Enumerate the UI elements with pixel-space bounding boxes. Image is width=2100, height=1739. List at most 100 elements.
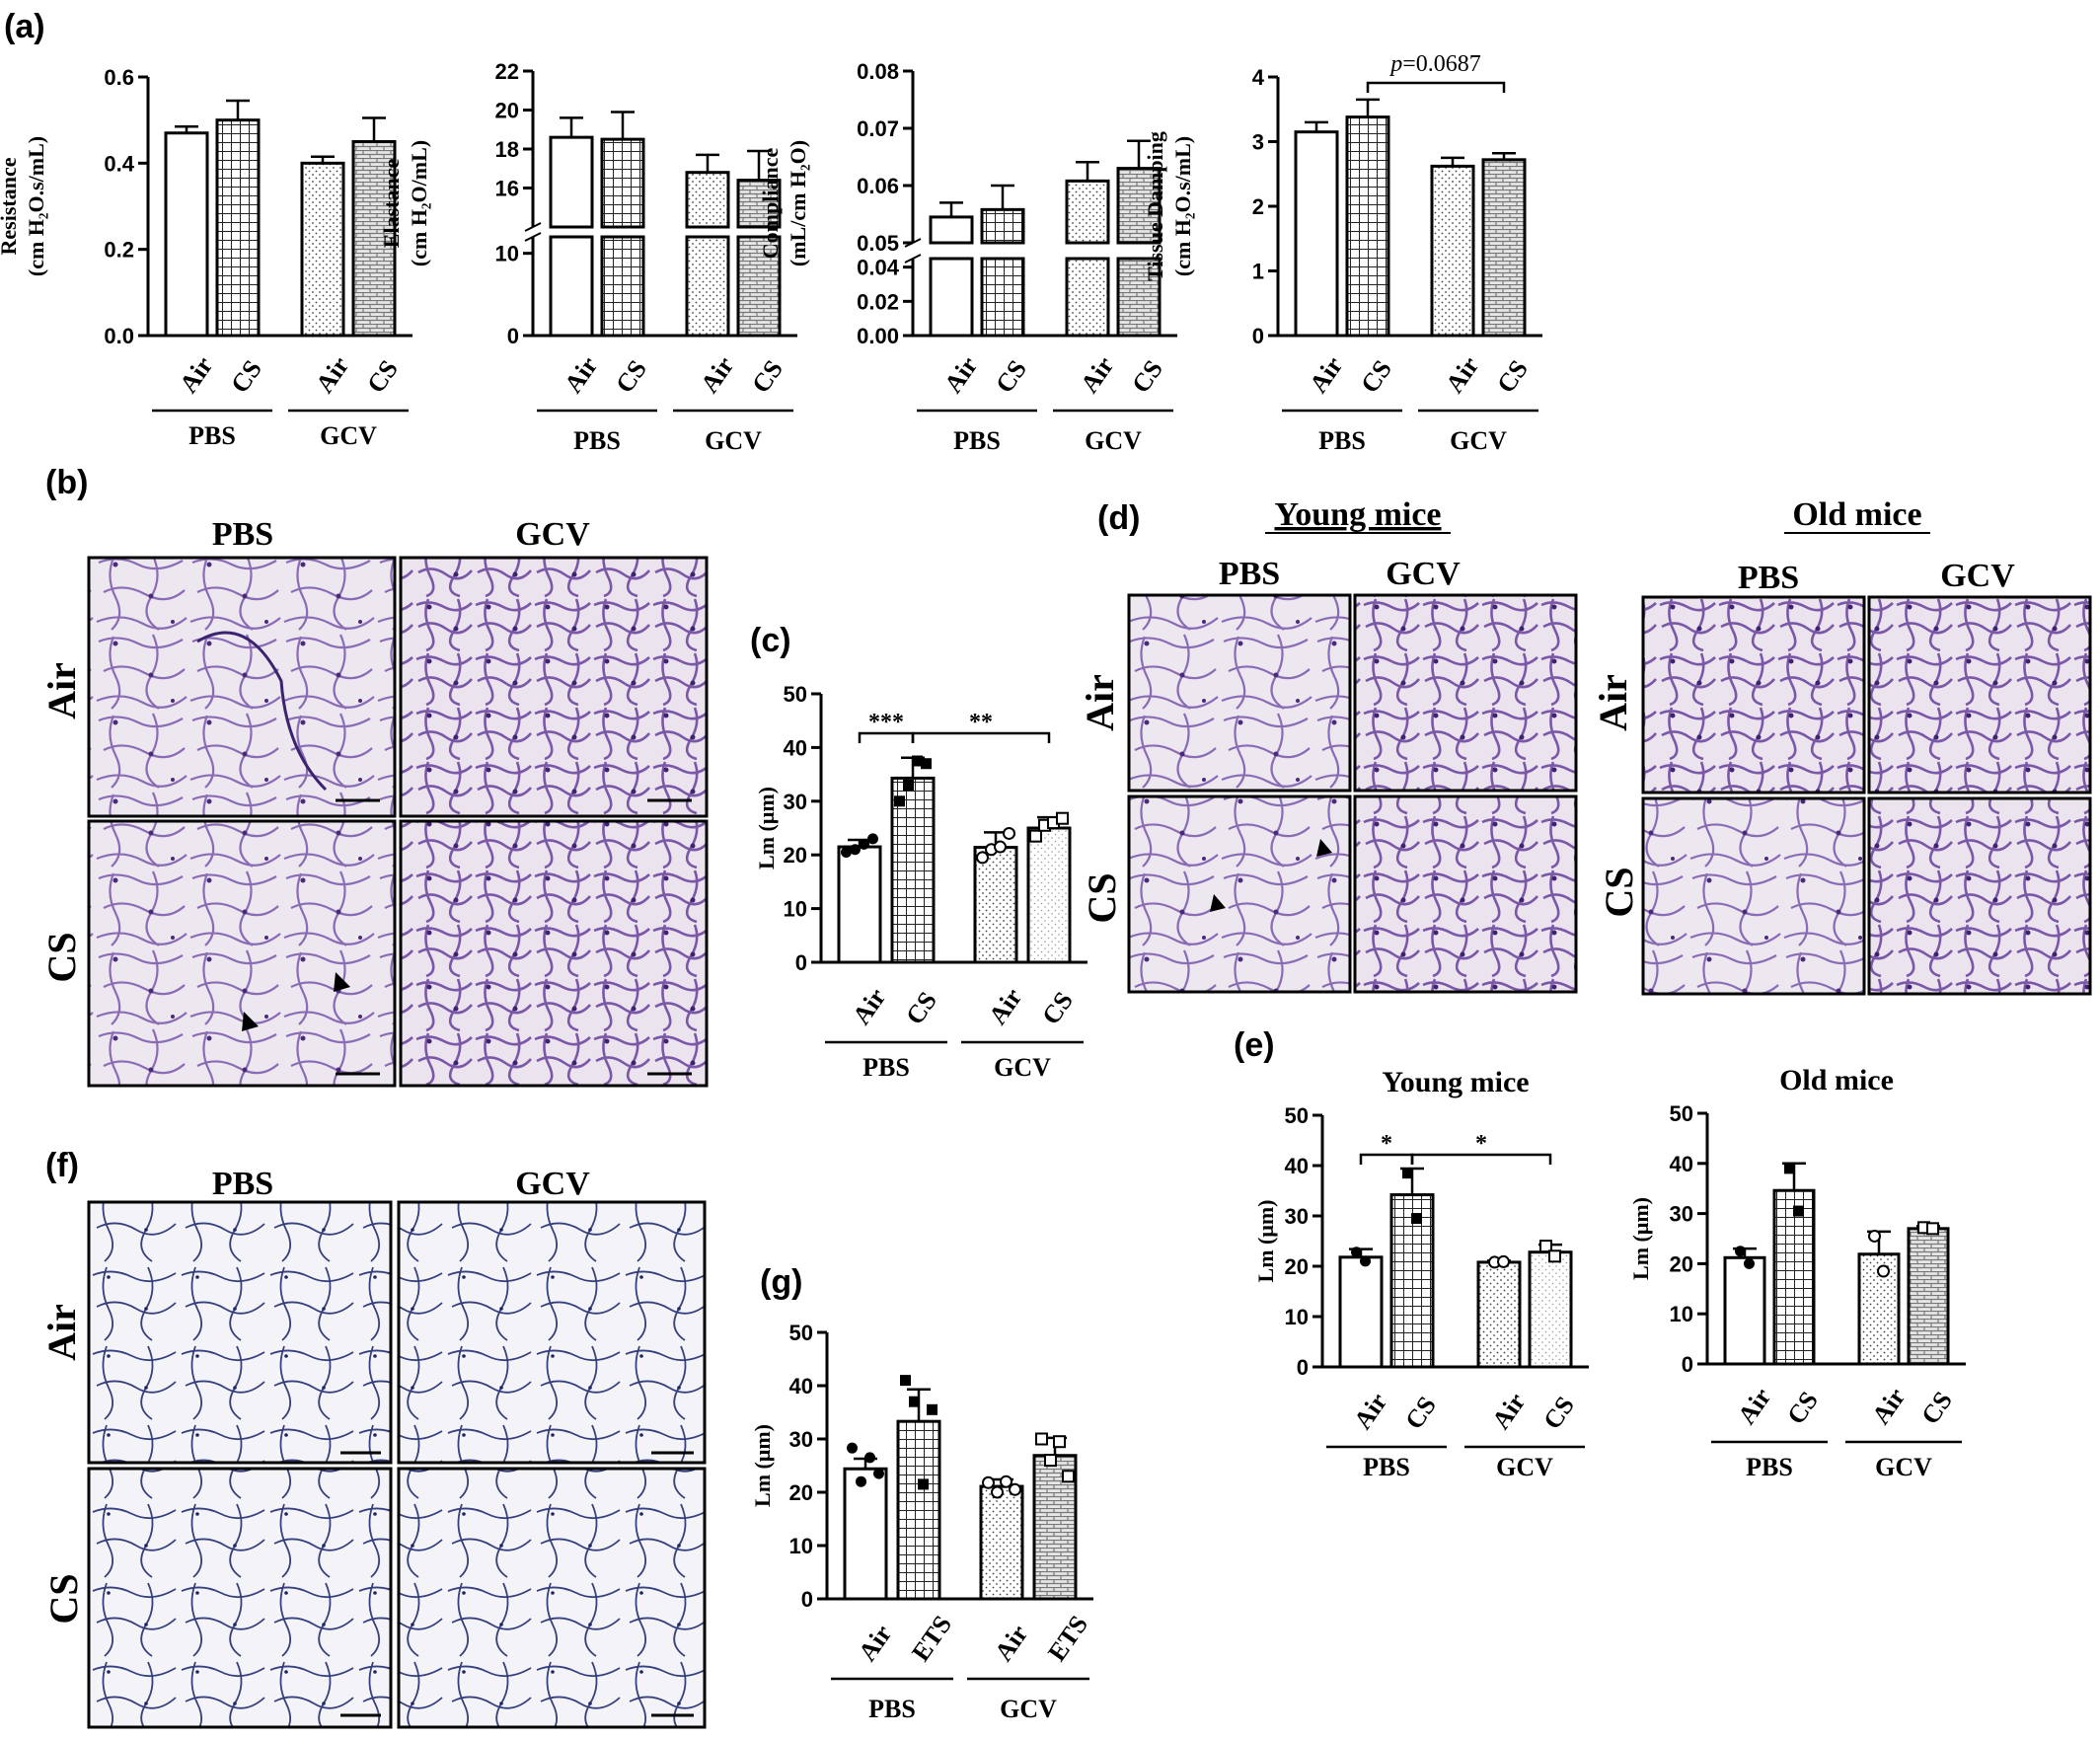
- y-axis-label: Tissue Damping: [1143, 131, 1167, 281]
- y-tick-label: 40: [1285, 1154, 1309, 1178]
- significance-label: ***: [868, 710, 904, 735]
- y-axis-label: Lm (μm): [1628, 1197, 1653, 1280]
- bar: [980, 257, 1025, 338]
- y-axis-label: (cm H₂O/mL): [407, 140, 431, 266]
- data-point: [1062, 1470, 1075, 1483]
- micrograph-f-pbs-cs: [87, 1467, 393, 1729]
- y-tick-label: 10: [789, 1534, 813, 1558]
- significance-label: *: [1381, 1131, 1392, 1157]
- x-category-label: Air: [938, 351, 983, 398]
- micrograph-d-young-gcv-air: [1353, 593, 1578, 793]
- bar: [979, 1484, 1024, 1601]
- histology-b-row-cs: CS: [39, 932, 84, 982]
- bar: [600, 137, 645, 229]
- bar: [837, 845, 882, 964]
- histology-d-old-row-cs: CS: [1597, 867, 1641, 917]
- y-tick-label: 10: [784, 897, 807, 922]
- bar: [351, 140, 397, 338]
- micrograph-f-gcv-cs: [397, 1467, 707, 1729]
- panel-label-a: (a): [4, 8, 45, 45]
- x-category-label: CS: [1491, 355, 1534, 399]
- y-tick-label: 30: [1670, 1202, 1693, 1227]
- x-category-label: ETS: [1042, 1611, 1093, 1667]
- y-axis-label: (mL/cm H₂O): [786, 140, 810, 266]
- data-point: [1926, 1222, 1939, 1236]
- x-category-label: Air: [1440, 351, 1484, 398]
- x-category-label: CS: [1781, 1387, 1824, 1430]
- micrograph-d-old-pbs-air: [1641, 595, 1866, 794]
- y-axis-label: Lm (μm): [750, 1424, 775, 1507]
- bar: [1476, 1260, 1522, 1369]
- x-category-label: Air: [559, 351, 603, 398]
- arrowhead-icon: [1210, 894, 1226, 912]
- bar: [896, 1419, 941, 1601]
- data-point: [847, 1442, 858, 1454]
- x-category-label: Air: [1304, 351, 1348, 398]
- y-tick-label: 30: [784, 790, 807, 814]
- data-point: [1868, 1229, 1881, 1243]
- histology-f-row-cs: CS: [41, 1573, 86, 1624]
- y-tick-label: 20: [1670, 1251, 1693, 1276]
- histology-d-old-col-pbs: PBS: [1738, 560, 1799, 596]
- x-category-label: CS: [746, 355, 788, 399]
- data-point: [1029, 829, 1042, 843]
- y-tick-label: 0.07: [857, 116, 899, 141]
- data-point: [918, 1478, 929, 1490]
- histology-d-old-row-air: Air: [1591, 674, 1635, 731]
- x-category-label: Air: [853, 1620, 897, 1666]
- x-category-label: Air: [847, 983, 891, 1029]
- y-axis-label: Resistance: [0, 157, 21, 255]
- arrowhead-icon: [242, 1012, 259, 1031]
- bar: [1430, 164, 1475, 338]
- histology-d-old-col-gcv: GCV: [1940, 558, 2015, 594]
- micrograph-d-young-pbs-air: [1127, 593, 1352, 793]
- x-category-label: CS: [900, 987, 942, 1030]
- bar: [1907, 1227, 1950, 1366]
- micrograph-b-pbs-air: [87, 556, 397, 818]
- y-tick-label: 3: [1252, 130, 1264, 155]
- chart-a-compliance: 0.00 0.02 0.040.05 0.06 0.07 0.08 Compliance (m…: [758, 59, 1177, 455]
- histology-panel-d: Young mice Old mice PBS GCV PBS GCV Air …: [1078, 496, 2092, 996]
- panel-label-g: (g): [760, 1263, 802, 1301]
- x-category-label: Air: [989, 1620, 1033, 1666]
- y-tick-label: 0.6: [104, 65, 134, 90]
- group-label: PBS: [573, 426, 621, 455]
- data-point: [976, 851, 989, 865]
- bar: [1026, 826, 1072, 964]
- bar: [843, 1467, 888, 1601]
- bar: [1481, 158, 1527, 338]
- bar: [1065, 179, 1110, 245]
- y-tick-label: 0.04: [857, 256, 900, 280]
- y-tick-label: 22: [495, 59, 519, 84]
- y-tick-label: 18: [495, 137, 519, 162]
- arrowhead-icon: [1316, 839, 1332, 857]
- panel-label-f: (f): [45, 1147, 79, 1184]
- data-point: [867, 833, 878, 845]
- vessel-outline: [196, 631, 328, 792]
- bar: [1723, 1255, 1766, 1366]
- x-category-label: CS: [1126, 355, 1168, 399]
- y-tick-label: 40: [784, 735, 807, 760]
- panel-label-e: (e): [1234, 1026, 1275, 1064]
- y-axis-label: (cm H₂O.s/mL): [24, 136, 48, 276]
- histology-d-young-col-pbs: PBS: [1219, 556, 1280, 592]
- data-point: [894, 795, 905, 807]
- y-tick-label: 0: [1252, 324, 1264, 348]
- arrowhead-icon: [334, 972, 350, 992]
- data-point: [1548, 1249, 1561, 1263]
- significance-bracket: [1410, 1153, 1552, 1165]
- data-point: [1877, 1264, 1890, 1278]
- group-label: GCV: [705, 426, 762, 455]
- y-axis-label: Lm (μm): [1253, 1200, 1278, 1283]
- bar: [1294, 130, 1339, 338]
- bar: [1116, 167, 1162, 245]
- data-point: [1360, 1255, 1371, 1267]
- x-category-label: Air: [1486, 1388, 1531, 1434]
- x-category-label: CS: [990, 355, 1032, 399]
- micrograph-d-old-pbs-cs: [1641, 796, 1866, 996]
- panel-label-d: (d): [1097, 499, 1140, 537]
- data-point: [841, 846, 852, 858]
- panel-label-b: (b): [45, 464, 88, 501]
- data-point: [927, 1403, 938, 1415]
